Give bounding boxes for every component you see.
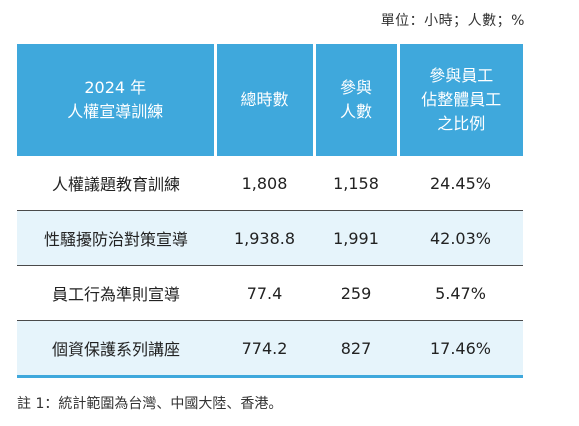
header-participation-ratio: 參與員工 佔整體員工 之比例 bbox=[396, 44, 523, 156]
table-row: 個資保護系列講座 774.2 827 17.46% bbox=[17, 320, 523, 377]
header-total-hours: 總時數 bbox=[213, 44, 314, 156]
header-participants: 參與 人數 bbox=[312, 44, 398, 156]
header-training-label: 人權宣導訓練 bbox=[67, 102, 164, 121]
table-row: 性騷擾防治對策宣導 1,938.8 1,991 42.03% bbox=[17, 210, 523, 266]
training-name-cell: 性騷擾防治對策宣導 bbox=[17, 210, 215, 266]
total-hours-cell: 774.2 bbox=[215, 320, 314, 377]
total-hours-cell: 77.4 bbox=[246, 283, 283, 303]
ratio-cell: 17.46% bbox=[398, 320, 523, 377]
header-ratio-line3: 之比例 bbox=[437, 114, 486, 133]
participants-cell: 1,991 bbox=[314, 210, 398, 266]
total-hours-cell: 1,938.8 bbox=[215, 210, 314, 266]
header-ratio-line1: 參與員工 bbox=[429, 66, 494, 85]
table-row: 人權議題教育訓練 1,808 1,158 24.45% bbox=[17, 156, 523, 211]
training-name-cell: 個資保護系列講座 bbox=[17, 320, 215, 377]
training-name-cell: 人權議題教育訓練 bbox=[51, 175, 180, 194]
table-header-row: 2024 年 人權宣導訓練 總時數 參與 人數 參與員工 佔整體員工 之比例 bbox=[17, 44, 523, 156]
unit-note: 單位：小時；人數；% bbox=[380, 13, 525, 29]
header-total-hours-label: 總時數 bbox=[240, 90, 289, 109]
header-ratio-line2: 佔整體員工 bbox=[421, 90, 502, 109]
header-training-name: 2024 年 人權宣導訓練 bbox=[17, 44, 215, 156]
ratio-cell: 42.03% bbox=[398, 210, 523, 266]
header-participants-line2: 人數 bbox=[339, 102, 372, 121]
training-name-cell: 員工行為準則宣導 bbox=[51, 285, 180, 304]
participants-cell: 1,158 bbox=[333, 173, 379, 193]
header-training-year: 2024 年 bbox=[84, 78, 147, 97]
human-rights-training-table: 2024 年 人權宣導訓練 總時數 參與 人數 參與員工 佔整體員工 之比例 bbox=[17, 44, 523, 378]
participants-cell: 259 bbox=[340, 283, 372, 303]
ratio-cell: 5.47% bbox=[435, 283, 486, 303]
training-table-container: 2024 年 人權宣導訓練 總時數 參與 人數 參與員工 佔整體員工 之比例 bbox=[17, 44, 523, 378]
table-row: 員工行為準則宣導 77.4 259 5.47% bbox=[17, 266, 523, 321]
footnote: 註 1：統計範圍為台灣、中國大陸、香港。 bbox=[17, 396, 283, 412]
header-participants-line1: 參與 bbox=[339, 78, 372, 97]
participants-cell: 827 bbox=[314, 320, 398, 377]
ratio-cell: 24.45% bbox=[429, 173, 491, 193]
total-hours-cell: 1,808 bbox=[241, 173, 288, 193]
